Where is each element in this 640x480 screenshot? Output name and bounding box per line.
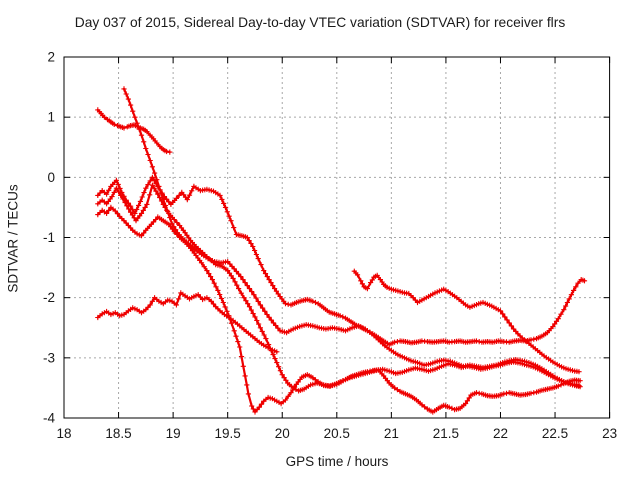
- grid-layer: [64, 57, 610, 418]
- series-markers-trace-5: [95, 204, 583, 415]
- x-tick-label: 20.5: [324, 426, 350, 441]
- plot-border: [63, 56, 611, 419]
- y-tick-label: -1: [43, 230, 55, 245]
- x-tick-label: 21: [384, 426, 399, 441]
- border-layer: [63, 56, 611, 419]
- chart-title: Day 037 of 2015, Sidereal Day-to-day VTE…: [74, 15, 566, 30]
- y-tick-label: -2: [43, 290, 55, 305]
- tick-layer: 18 18.5 19 19.5 20 20.5 21 21.5 22 22.5 23210-1-2-…: [43, 50, 617, 442]
- series-layer: [95, 86, 588, 415]
- series-markers-trace-6: [95, 290, 280, 355]
- series-line-trace-6: [96, 291, 278, 353]
- series-line-trace-7: [353, 270, 581, 373]
- y-tick-label: 2: [47, 50, 55, 65]
- x-tick-label: 22.5: [542, 426, 568, 441]
- x-tick-label: 18.5: [105, 426, 131, 441]
- x-tick-label: 21.5: [433, 426, 459, 441]
- y-tick-label: -3: [43, 350, 55, 365]
- y-tick-label: 1: [47, 110, 55, 125]
- x-tick-label: 22: [493, 426, 508, 441]
- x-tick-label: 23: [602, 426, 617, 441]
- x-tick-label: 19: [166, 426, 181, 441]
- y-tick-label: 0: [47, 170, 55, 185]
- series-markers-trace-3: [95, 174, 588, 348]
- x-axis-label: GPS time / hours: [285, 454, 389, 469]
- x-tick-label: 20: [275, 426, 290, 441]
- x-tick-label: 18: [56, 426, 71, 441]
- y-tick-label: -4: [43, 411, 55, 426]
- x-tick-label: 19.5: [215, 426, 241, 441]
- series-markers-trace-7: [351, 268, 582, 375]
- series-line-trace-5: [96, 206, 582, 414]
